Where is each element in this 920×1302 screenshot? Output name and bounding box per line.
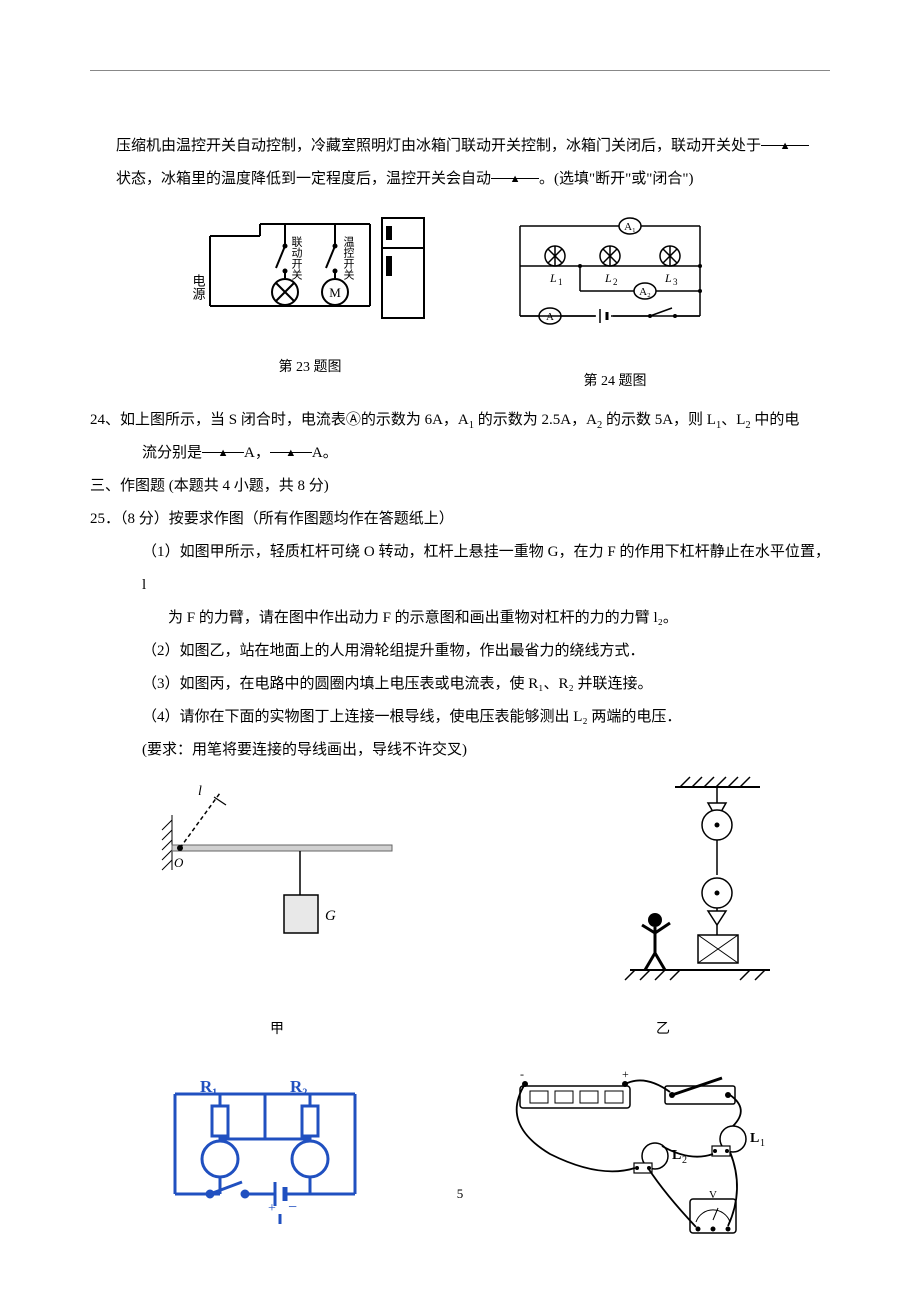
page-number: 5 (0, 1186, 920, 1202)
fig23-linkage-label: 联动开关 (290, 236, 303, 281)
q23-text2a: 状态，冰箱里的温度降低到一定程度后，温控开关会自动 (116, 171, 491, 187)
q25-p1: （1）如图甲所示，轻质杠杆可绕 O 转动，杠杆上悬挂一重物 G，在力 F 的作用… (90, 536, 830, 602)
svg-text:G: G (325, 908, 336, 924)
q24-tc: 的示数 5A，则 L (602, 412, 716, 428)
fig23-temp-label: 温控开关 (342, 236, 355, 281)
q24-u2: A。 (312, 445, 338, 461)
svg-text:R₂: R₂ (290, 1077, 307, 1096)
q25-figs-bot: R₁ R₂ + − - + (90, 1064, 830, 1244)
fig-bing: R₁ R₂ + − (150, 1064, 380, 1234)
svg-text:1: 1 (558, 277, 563, 287)
fig-jia: O l G (150, 775, 410, 955)
top-rule (90, 70, 830, 71)
fig23-power-label: 电源 (191, 274, 206, 300)
fig24-block: A₁ L1 L2 (500, 206, 730, 398)
q23-text2b: 。(选填"断开"或"闭合") (539, 171, 693, 187)
svg-text:l: l (198, 784, 202, 799)
fig23-block: M 电源 联动开关 温控开关 第 23 题图 (190, 206, 430, 398)
q25-caprow: 甲 乙 (90, 1015, 830, 1046)
svg-text:R₁: R₁ (200, 1077, 217, 1096)
q23-blank1[interactable] (761, 130, 809, 146)
q25-p5: (要求：用笔将要连接的导线画出，导线不许交叉) (90, 734, 830, 767)
content: 压缩机由温控开关自动控制，冷藏室照明灯由冰箱门联动开关控制，冰箱门关闭后，联动开… (90, 70, 830, 1244)
q25-p1b: 为 F 的力臂，请在图中作出动力 F 的示意图和画出重物对杠杆的力的力臂 l₂。 (90, 602, 830, 635)
q23-text1: 压缩机由温控开关自动控制，冷藏室照明灯由冰箱门联动开关控制，冰箱门关闭后，联动开… (116, 138, 761, 154)
q25-p2: （2）如图乙，站在地面上的人用滑轮组提升重物，作出最省力的绕线方式． (90, 635, 830, 668)
fig23-svg: M 电源 联动开关 温控开关 (190, 206, 430, 336)
q24-tb: 的示数为 2.5A，A (474, 412, 597, 428)
cap-yi: 乙 (656, 1015, 670, 1046)
svg-text:1: 1 (760, 1138, 765, 1149)
svg-text:L: L (604, 271, 612, 285)
svg-text:L: L (750, 1131, 759, 1146)
q24-line2: 流分别是 A， A。 (90, 437, 830, 470)
fig23-motor-label: M (329, 285, 341, 300)
q23-blank2[interactable] (491, 163, 539, 179)
svg-text:2: 2 (682, 1155, 687, 1166)
svg-text:+: + (268, 1201, 276, 1216)
q24-td: 、L (721, 412, 745, 428)
svg-text:L: L (549, 271, 557, 285)
fig-ding: - + L1 L2 (490, 1064, 790, 1244)
q25-head: 25．（8 分）按要求作图（所有作图题均作在答题纸上） (90, 503, 830, 536)
section3-head: 三、作图题 (本题共 4 小题，共 8 分) (90, 470, 830, 503)
fig-row-23-24: M 电源 联动开关 温控开关 第 23 题图 A₁ (90, 206, 830, 398)
q24-blank2[interactable] (270, 437, 312, 453)
svg-text:+: + (622, 1067, 629, 1081)
svg-text:L: L (672, 1148, 681, 1163)
svg-text:O: O (174, 855, 184, 870)
page: 压缩机由温控开关自动控制，冷藏室照明灯由冰箱门联动开关控制，冰箱门关闭后，联动开… (0, 0, 920, 1302)
svg-text:A₂: A₂ (639, 286, 651, 298)
q25-figs-top: O l G (90, 775, 830, 995)
q24-u1: A， (244, 445, 270, 461)
cap-jia: 甲 (270, 1015, 284, 1046)
q25-p4: （4）请你在下面的实物图丁上连接一根导线，使电压表能够测出 L₂ 两端的电压． (90, 701, 830, 734)
svg-text:3: 3 (673, 277, 678, 287)
q23-line1: 压缩机由温控开关自动控制，冷藏室照明灯由冰箱门联动开关控制，冰箱门关闭后，联动开… (90, 130, 830, 163)
svg-text:A: A (546, 311, 554, 323)
q24-line1: 24、如上图所示，当 S 闭合时，电流表Ⓐ的示数为 6A，A1 的示数为 2.5… (90, 404, 830, 437)
q24-te: 中的电 (751, 412, 800, 428)
fig24-svg: A₁ L1 L2 (500, 206, 730, 336)
svg-text:-: - (520, 1067, 524, 1081)
q24-blank1[interactable] (202, 437, 244, 453)
fig-yi (620, 775, 790, 995)
q24-l2a: 流分别是 (142, 445, 202, 461)
q24-ta: 24、如上图所示，当 S 闭合时，电流表Ⓐ的示数为 6A，A (90, 412, 469, 428)
q25-p3: （3）如图丙，在电路中的圆圈内填上电压表或电流表，使 R₁、R₂ 并联连接。 (90, 668, 830, 701)
svg-text:L: L (664, 271, 672, 285)
fig24-caption: 第 24 题图 (500, 367, 730, 398)
fig23-caption: 第 23 题图 (190, 353, 430, 384)
svg-text:A₁: A₁ (624, 221, 636, 233)
svg-text:2: 2 (613, 277, 618, 287)
q23-line2: 状态，冰箱里的温度降低到一定程度后，温控开关会自动 。(选填"断开"或"闭合") (90, 163, 830, 196)
